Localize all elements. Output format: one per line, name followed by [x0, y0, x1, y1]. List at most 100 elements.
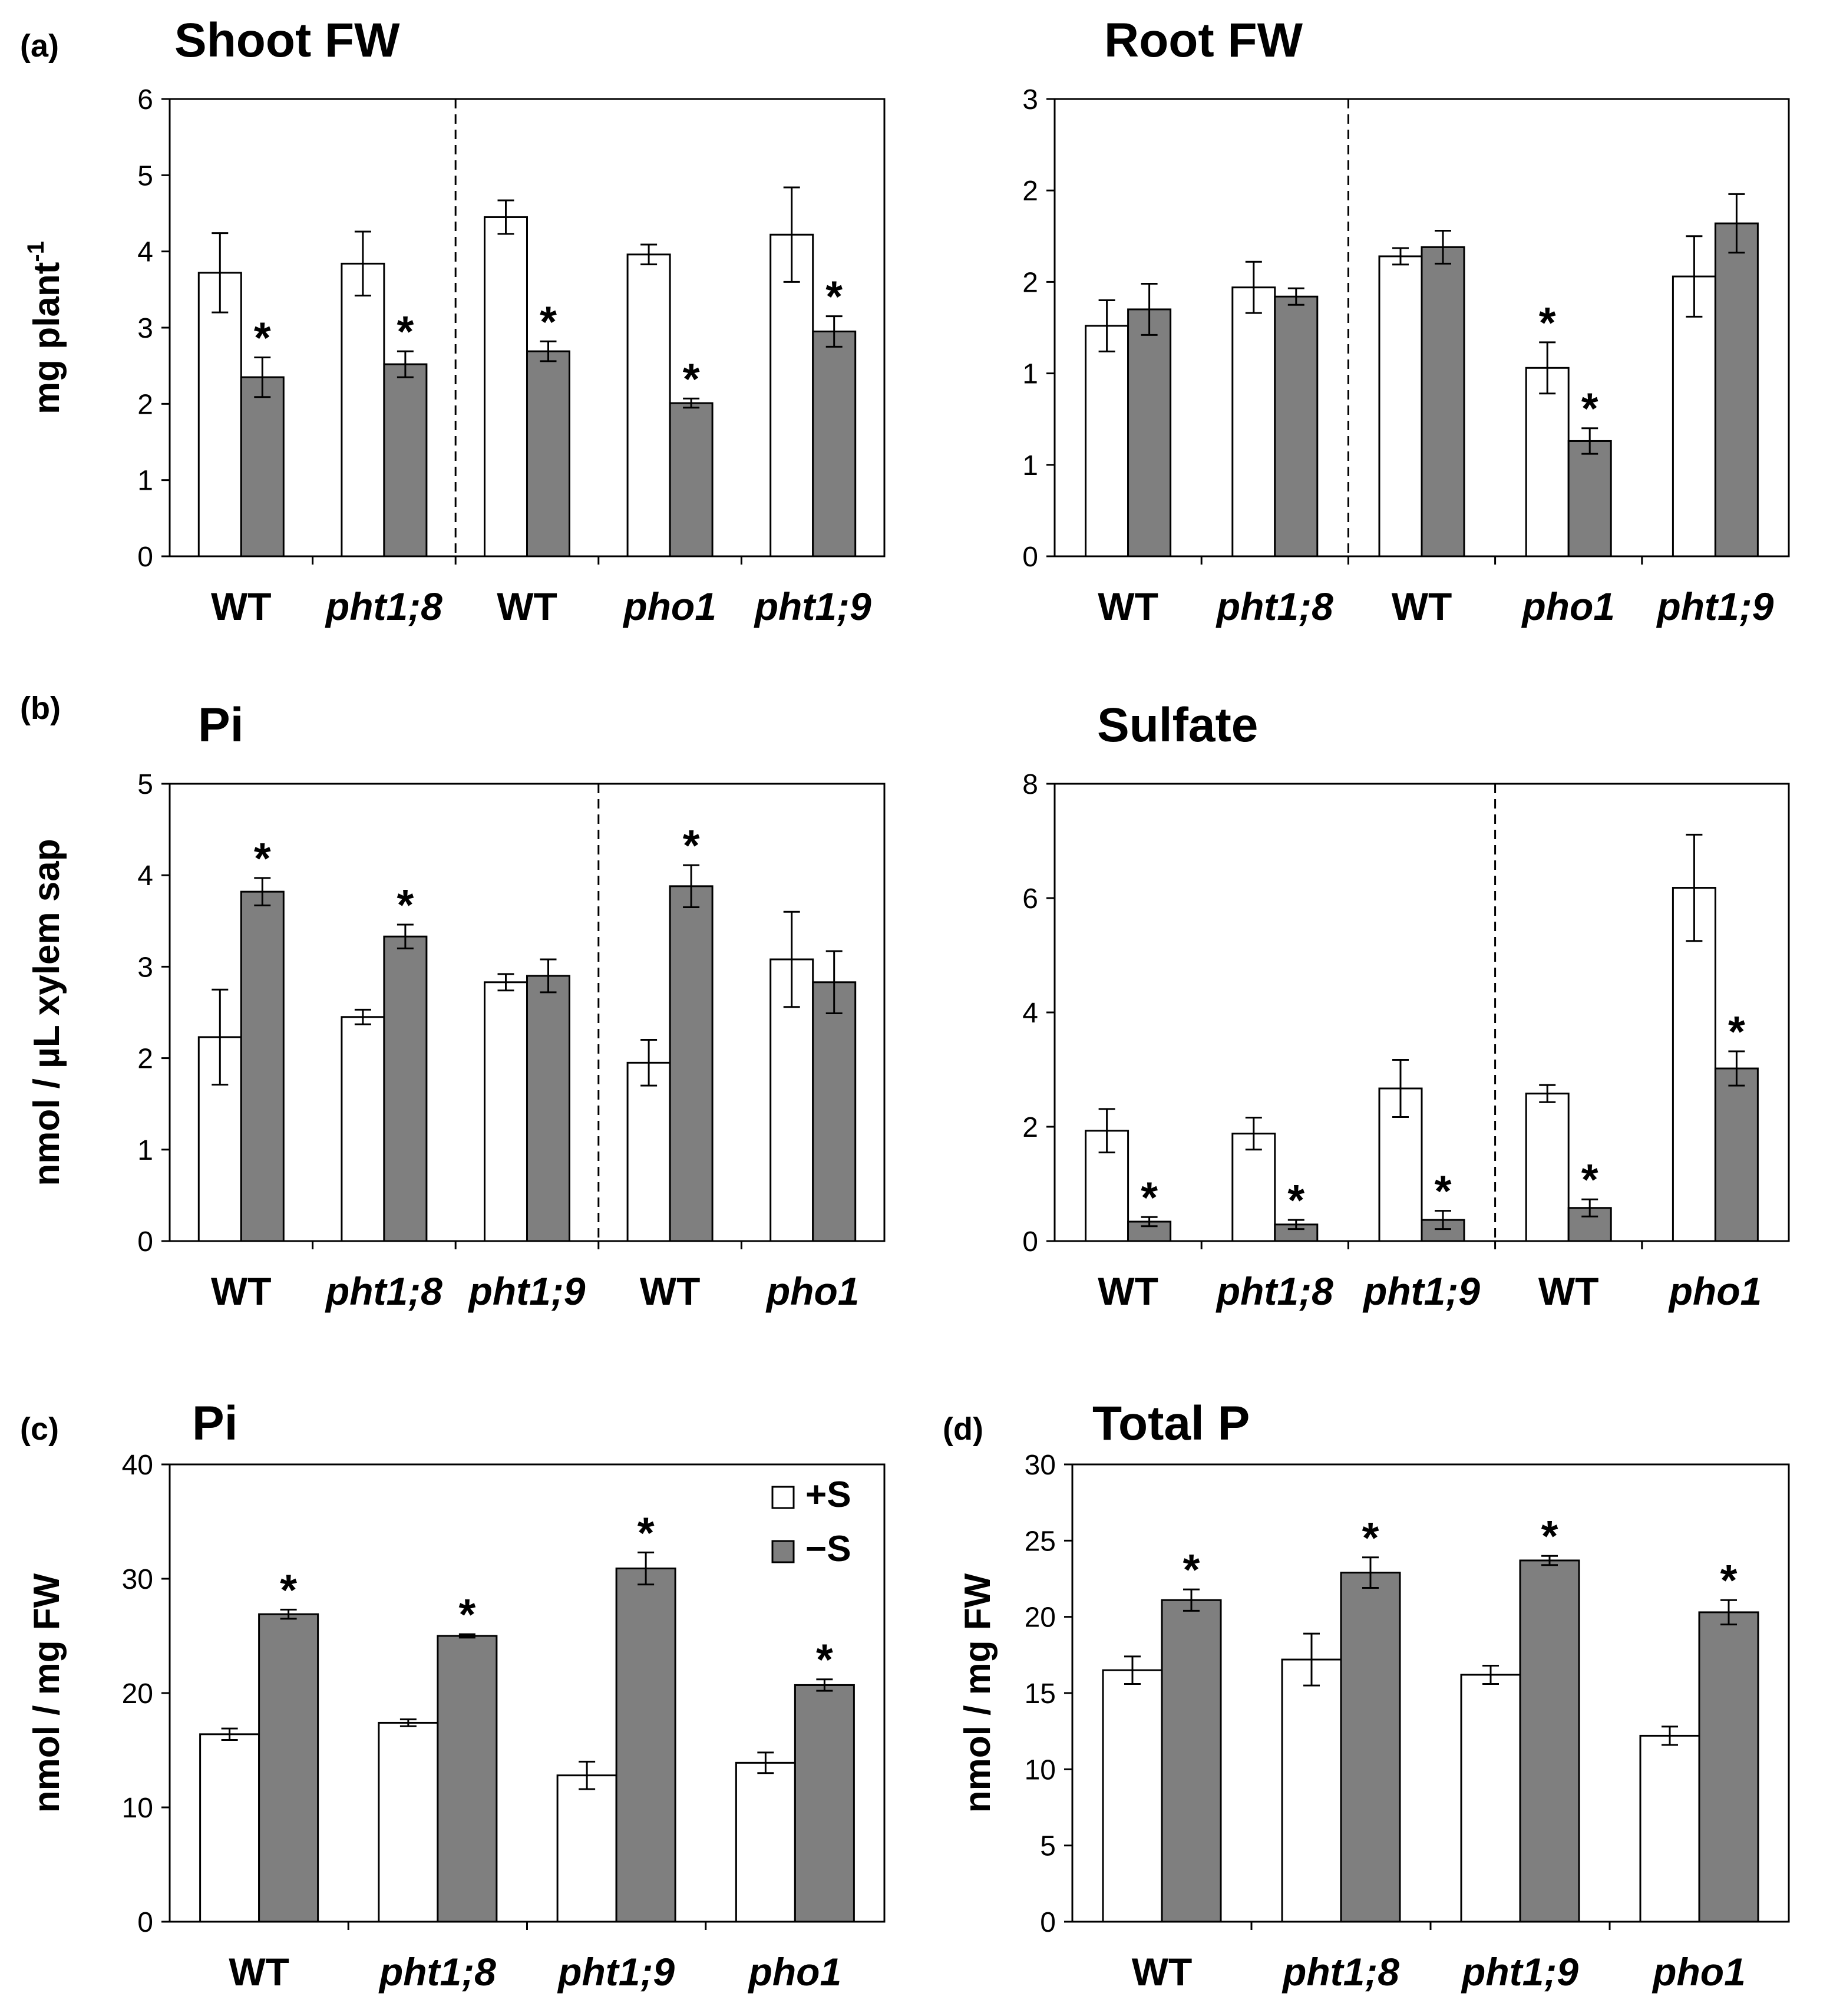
bar-plus-s	[1231, 286, 1276, 557]
y-tick-label: 5	[1040, 1831, 1056, 1862]
significance-star: *	[1362, 1513, 1379, 1562]
significance-star: *	[816, 1635, 833, 1684]
bar-plus-s	[626, 1061, 671, 1242]
bar-plus-s	[1525, 367, 1570, 557]
y-tick-label: 2	[1022, 267, 1038, 298]
chart-title: Total P	[1092, 1397, 1250, 1450]
y-tick-label: 0	[1022, 1226, 1038, 1258]
panel-letter: (b)	[20, 691, 61, 726]
x-category-label: WT	[1098, 1269, 1158, 1313]
bar-minus-s	[812, 981, 857, 1242]
bar-minus-s	[1421, 246, 1465, 557]
x-category-label: pho1	[765, 1269, 860, 1313]
x-category-label: pht1;8	[1216, 1269, 1333, 1313]
significance-star: *	[280, 1565, 297, 1614]
bar-plus-s	[1672, 275, 1716, 557]
x-category-label: pht1;9	[1461, 1950, 1578, 1994]
y-axis-label: mg plant-1	[23, 241, 67, 414]
legend-label: −S	[805, 1529, 851, 1569]
bar-minus-s	[669, 402, 714, 557]
bar-plus-s	[1378, 255, 1423, 557]
x-category-label: pht1;9	[557, 1950, 675, 1994]
bar-minus-s	[383, 935, 428, 1242]
y-tick-label: 0	[1022, 542, 1038, 573]
bar-minus-s	[1714, 222, 1759, 557]
panel-letter: (c)	[20, 1411, 59, 1447]
bar-minus-s	[1519, 1559, 1580, 1923]
y-tick-label: 1	[137, 466, 153, 497]
bar-plus-s	[341, 1016, 385, 1242]
x-category-label: pho1	[748, 1950, 842, 1994]
x-category-label: pht1;8	[378, 1950, 496, 1994]
x-category-label: pht1;8	[325, 1269, 442, 1313]
y-tick-label: 3	[137, 313, 153, 344]
x-category-label: WT	[1538, 1269, 1599, 1313]
bar-plus-s	[735, 1761, 796, 1923]
y-tick-label: 0	[1040, 1907, 1056, 1938]
chart-title: Root FW	[1104, 14, 1303, 67]
significance-star: *	[1581, 384, 1598, 433]
y-tick-label: 0	[137, 542, 153, 573]
significance-star: *	[1141, 1173, 1158, 1222]
bar-plus-s	[1525, 1093, 1570, 1242]
y-tick-label: 10	[1025, 1754, 1056, 1786]
x-category-label: WT	[497, 585, 557, 628]
y-tick-label: 20	[122, 1678, 153, 1710]
bar-minus-s	[1698, 1611, 1759, 1923]
x-category-label: pho1	[622, 585, 716, 628]
y-tick-label: 4	[1022, 998, 1038, 1029]
significance-star: *	[1728, 1007, 1745, 1056]
bar-minus-s	[526, 350, 570, 557]
x-category-label: pht1;8	[1281, 1950, 1399, 1994]
significance-star: *	[1287, 1176, 1304, 1225]
chart-title: Shoot FW	[174, 14, 400, 67]
bar-plus-s	[199, 1733, 260, 1923]
bar-plus-s	[1460, 1674, 1521, 1923]
significance-star: *	[254, 313, 271, 362]
y-tick-label: 25	[1025, 1526, 1056, 1557]
bar-minus-s	[258, 1613, 319, 1923]
chart-title: Pi	[192, 1397, 237, 1450]
x-category-label: pht1;9	[1362, 1269, 1480, 1313]
y-tick-label: 2	[137, 1044, 153, 1075]
bar-minus-s	[812, 330, 857, 557]
bar-plus-s	[626, 253, 671, 557]
chart-shoot-pi: (c) Pi 0 10 20 30 40 nmol / mg FW WT pht1;8 pht1;9…	[20, 1397, 886, 1994]
bar-plus-s	[556, 1774, 617, 1923]
y-tick-label: 5	[137, 160, 153, 192]
significance-star: *	[825, 272, 843, 321]
y-tick-label: 2	[1022, 176, 1038, 207]
bar-plus-s	[1231, 1133, 1276, 1242]
significance-star: *	[458, 1590, 475, 1639]
y-tick-label: 4	[137, 860, 153, 892]
bar-plus-s	[1639, 1734, 1700, 1923]
chart-root-fw: Root FW 0 1 1 2 2 3 WT pht1;8 WT pho1 pht1;9 * *	[1022, 14, 1790, 628]
bar-plus-s	[1102, 1669, 1163, 1923]
bar-minus-s	[240, 376, 285, 557]
x-category-label: pht1;8	[1216, 585, 1333, 628]
x-category-label: pht1;8	[325, 585, 442, 628]
x-category-label: WT	[1098, 585, 1158, 628]
significance-star: *	[1581, 1155, 1598, 1204]
y-axis-label: nmol / µL xylem sap	[27, 839, 67, 1186]
panel-letter: (d)	[943, 1411, 983, 1447]
x-category-label: WT	[1392, 585, 1452, 628]
y-tick-label: 10	[122, 1793, 153, 1824]
bar-plus-s	[1085, 325, 1129, 557]
y-tick-label: 0	[137, 1226, 153, 1258]
legend-label: +S	[805, 1474, 851, 1515]
bar-minus-s	[240, 890, 285, 1242]
x-category-label: WT	[1132, 1950, 1193, 1994]
bar-minus-s	[1567, 440, 1612, 557]
significance-star: *	[254, 834, 271, 883]
bar-plus-s	[341, 262, 385, 557]
y-tick-label: 1	[1022, 450, 1038, 481]
chart-xylem-sulfate: Sulfate 0 2 4 6 8 WT pht1;8 pht1;9 WT pho1 * * * * *	[1022, 698, 1790, 1313]
y-tick-label: 1	[1022, 359, 1038, 390]
bar-minus-s	[383, 363, 428, 557]
significance-star: *	[1541, 1512, 1558, 1560]
y-tick-label: 5	[137, 769, 153, 800]
bar-minus-s	[669, 885, 714, 1242]
x-category-label: pho1	[1668, 1269, 1762, 1313]
